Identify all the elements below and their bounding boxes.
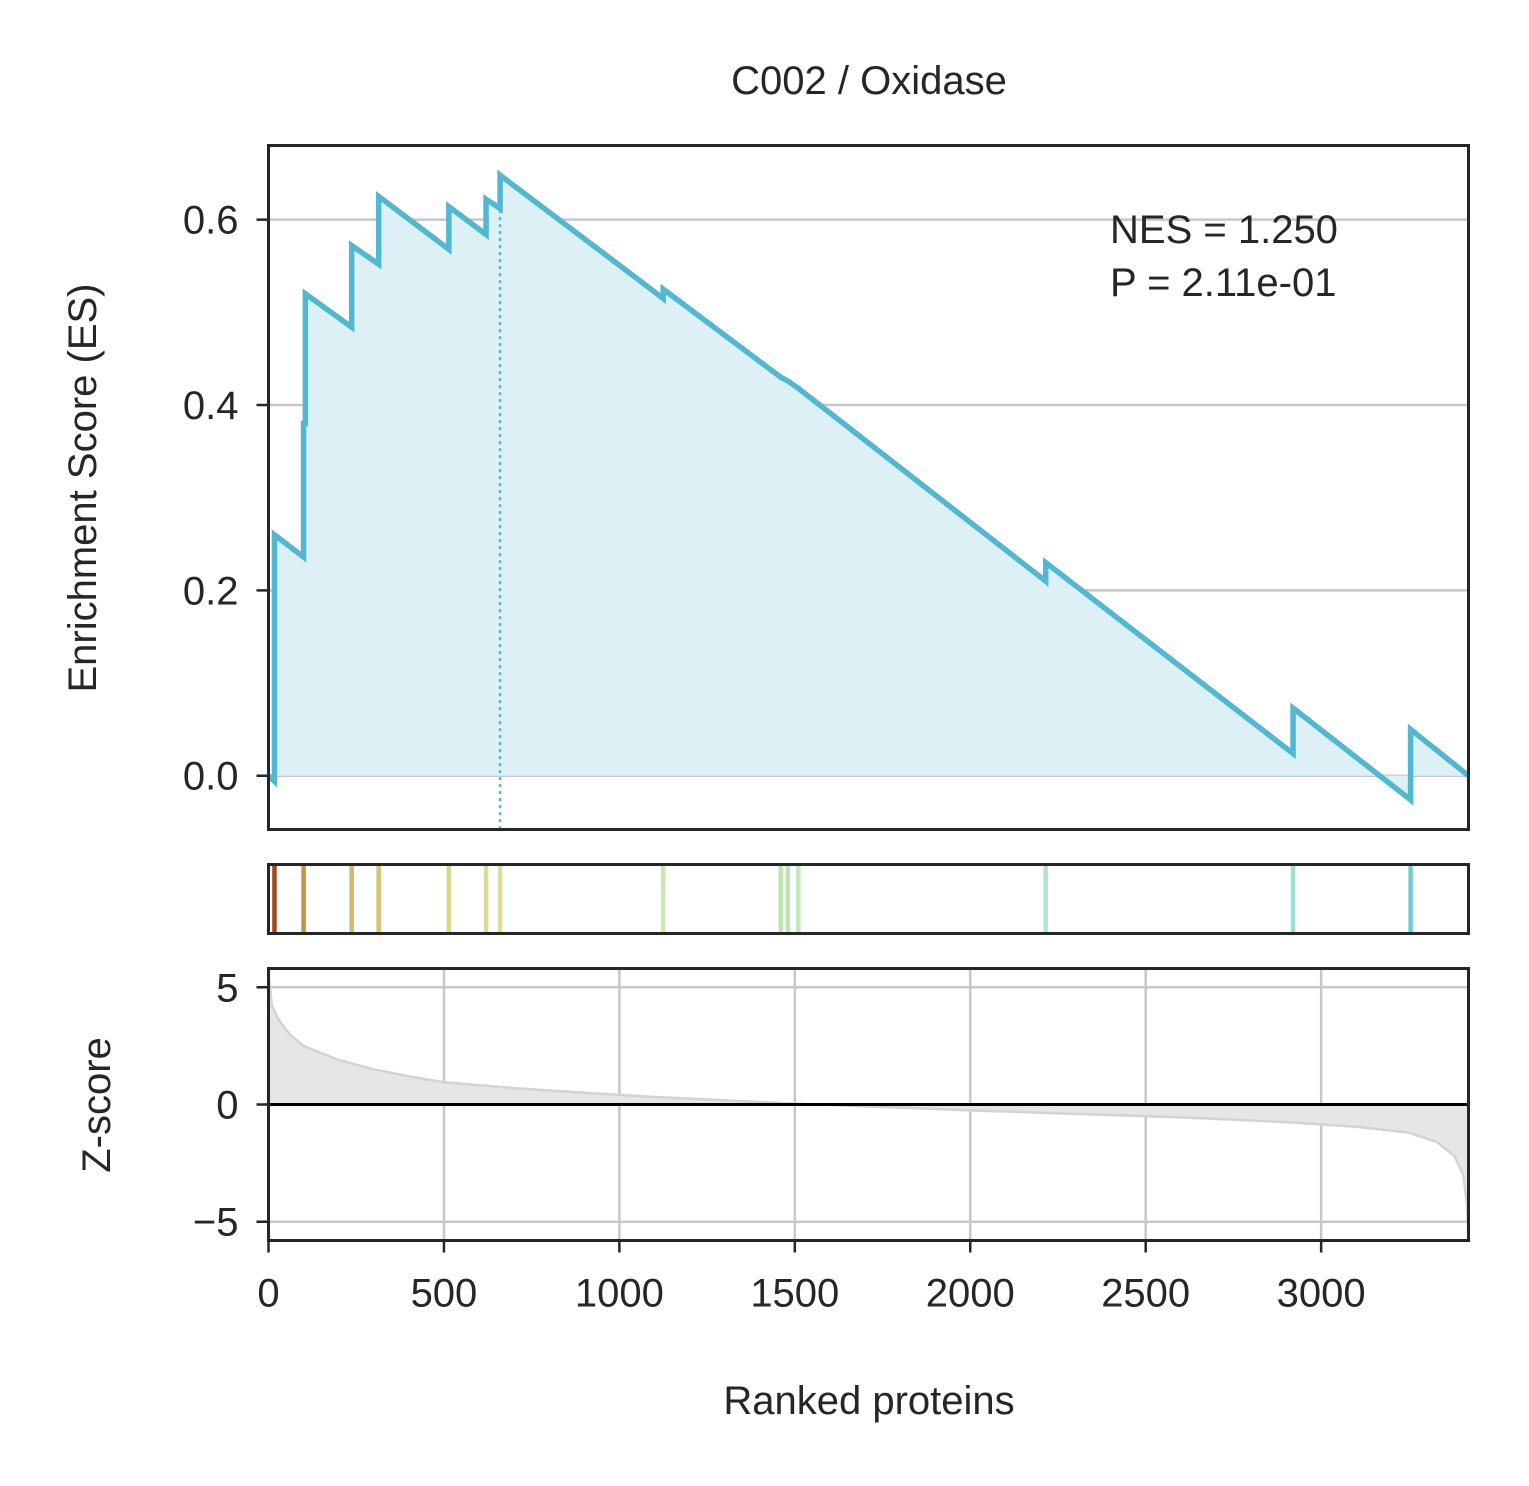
- x-tick-label: 2000: [926, 1272, 1015, 1316]
- hits-frame: [267, 863, 1470, 935]
- es-area: [268, 175, 1469, 800]
- zscore-curve: [267, 973, 1470, 1236]
- x-tick-label: 0: [257, 1272, 279, 1316]
- x-tick-label: 500: [411, 1272, 478, 1316]
- es-y-tick-label: 0.2: [183, 569, 239, 613]
- zscore-panel: 0 500 1000 1500 2000 2500 3000 −5 0 5: [193, 966, 1470, 1316]
- z-y-tick-label: −5: [193, 1201, 239, 1245]
- zscore-y-axis-label: Z-score: [75, 1037, 119, 1173]
- es-panel: 0.0 0.2 0.4 0.6: [183, 144, 1471, 831]
- z-y-tick-label: 5: [216, 966, 238, 1010]
- x-tick-label: 3000: [1277, 1272, 1366, 1316]
- es-curve: [266, 169, 1471, 806]
- chart-title: C002 / Oxidase: [731, 59, 1007, 103]
- es-y-axis-label: Enrichment Score (ES): [61, 283, 105, 692]
- z-y-tick-label: 0: [216, 1084, 238, 1128]
- x-tick-label: 1000: [575, 1272, 664, 1316]
- es-y-tick-label: 0.0: [183, 755, 239, 799]
- p-value-annotation: P = 2.11e-01: [1110, 261, 1336, 305]
- nes-annotation: NES = 1.250: [1110, 208, 1338, 252]
- es-y-tick-label: 0.4: [183, 384, 239, 428]
- es-frame: [267, 144, 1470, 831]
- x-axis-label: Ranked proteins: [723, 1379, 1014, 1423]
- x-tick-label: 2500: [1101, 1272, 1190, 1316]
- zscore-frame: [267, 967, 1470, 1242]
- es-y-tick-label: 0.6: [183, 199, 239, 243]
- hit-bars-panel: [267, 863, 1470, 935]
- x-tick-label: 1500: [750, 1272, 839, 1316]
